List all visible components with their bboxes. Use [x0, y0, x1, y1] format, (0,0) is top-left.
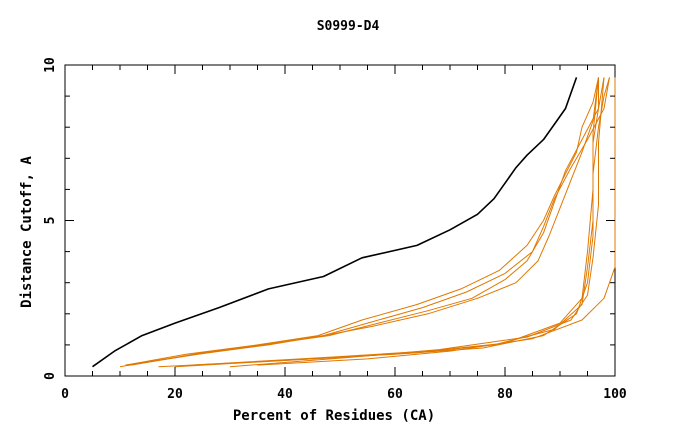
chart-title: S0999-D4: [317, 19, 380, 34]
series-line-model-7: [174, 77, 610, 368]
ticks-layer: 0 20 40 60 80 100 0 5 10: [43, 57, 627, 402]
series-line-primary: [92, 77, 578, 368]
series-line-model-2: [125, 77, 599, 366]
y-tick-label: 0: [43, 372, 58, 380]
y-axis-label: Distance Cutoff, A: [19, 156, 35, 308]
x-tick-label: 0: [61, 387, 69, 402]
series-layer: [92, 77, 616, 368]
series-line-model-10: [229, 77, 605, 368]
x-tick-label: 40: [277, 387, 293, 402]
x-tick-label: 80: [497, 387, 513, 402]
x-tick-label: 20: [167, 387, 183, 402]
y-tick-label: 10: [43, 57, 58, 73]
series-line-model-5: [130, 77, 599, 366]
series-line-model-8: [191, 77, 599, 366]
x-tick-label: 100: [603, 387, 627, 402]
x-axis-label: Percent of Residues (CA): [233, 408, 435, 424]
y-tick-label: 5: [43, 217, 58, 225]
x-tick-label: 60: [387, 387, 403, 402]
